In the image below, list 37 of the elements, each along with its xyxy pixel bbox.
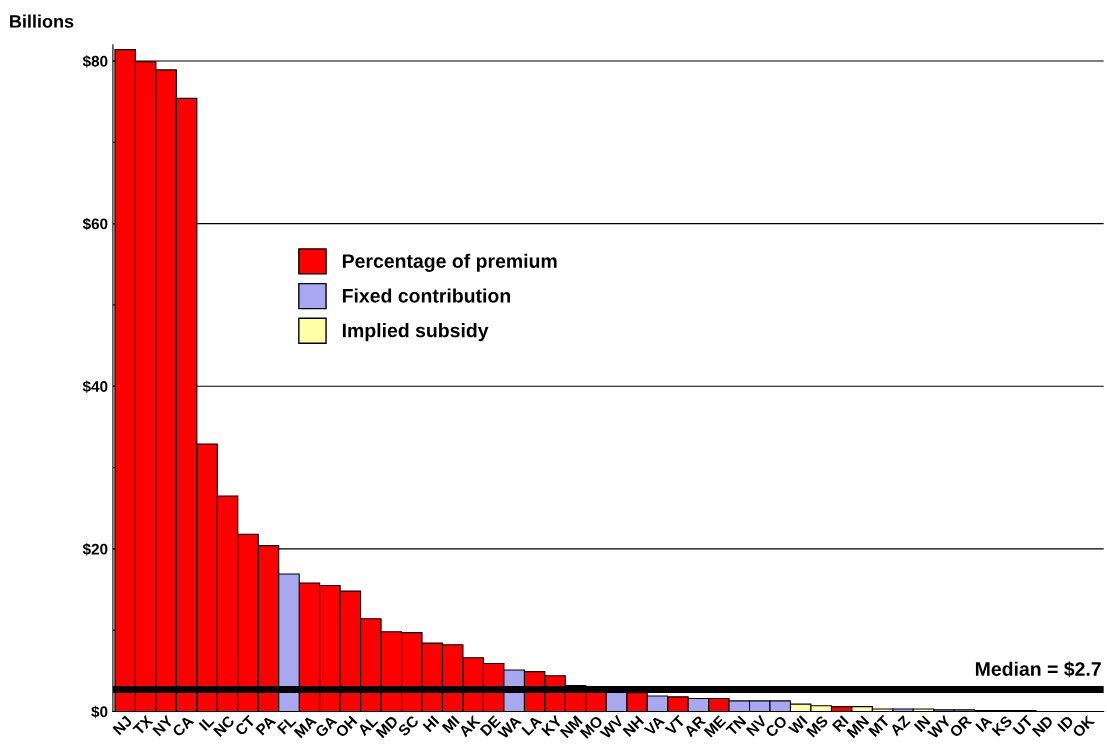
x-tick-label: NC <box>212 714 236 738</box>
y-axis-title: Billions <box>10 14 74 28</box>
x-tick-label: IL <box>198 714 215 731</box>
y-tick-label: $0 <box>91 705 108 719</box>
x-tick-label: CA <box>171 714 195 738</box>
x-tick-label: IA <box>975 714 993 733</box>
legend-label: Percentage of premium <box>342 253 557 272</box>
x-tick-label: NY <box>152 714 174 737</box>
x-tick-label: ND <box>1031 715 1054 737</box>
x-tick-label: TN <box>725 715 747 737</box>
y-tick-label: $20 <box>82 543 108 556</box>
x-tick-label: NH <box>622 715 645 737</box>
x-tick-label: HI <box>422 715 440 733</box>
x-tick-label: MT <box>868 714 891 737</box>
y-tick-label: $60 <box>82 217 108 231</box>
x-tick-label: MS <box>805 714 829 738</box>
x-tick-label: MI <box>441 715 460 734</box>
x-tick-label: CT <box>234 714 256 737</box>
x-tick-label: TX <box>132 714 154 736</box>
x-tick-label: AZ <box>889 714 911 737</box>
y-tick-label: $40 <box>82 380 108 393</box>
x-tick-label: LA <box>521 714 543 736</box>
x-tick-label: KS <box>991 714 1013 737</box>
y-tick-label: $80 <box>82 55 108 68</box>
legend-label: Fixed contribution <box>342 288 511 303</box>
legend-label: Implied subsidy <box>342 323 489 342</box>
x-tick-label: OR <box>949 714 973 738</box>
x-tick-label: VA <box>643 714 665 737</box>
x-tick-label: SC <box>397 714 420 737</box>
ref-line-label: Median = $2.7 <box>975 661 1101 678</box>
x-tick-label: VT <box>664 714 686 736</box>
x-tick-label: PA <box>255 714 277 736</box>
x-tick-label: NJ <box>112 715 133 736</box>
x-tick-label: AR <box>683 714 706 738</box>
x-tick-label: CO <box>764 714 788 738</box>
x-tick-label: WI <box>787 715 808 736</box>
x-tick-label: ME <box>703 715 727 738</box>
